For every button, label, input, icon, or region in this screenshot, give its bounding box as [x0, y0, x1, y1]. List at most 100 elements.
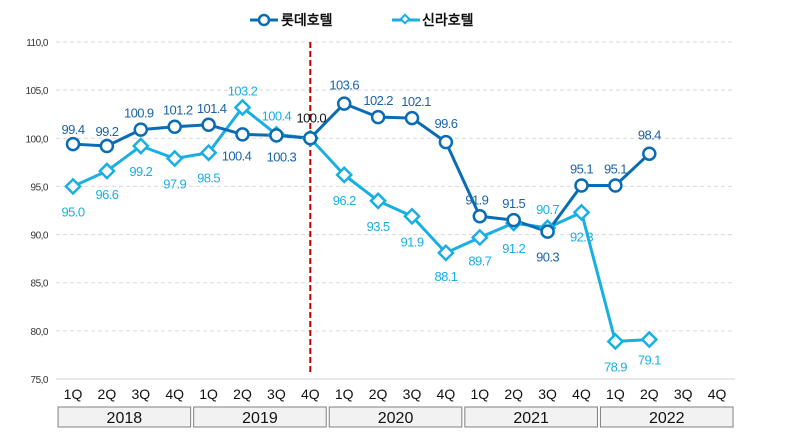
data-point-lotte[interactable]: [336, 96, 352, 111]
data-label-shilla: 89.7: [468, 253, 491, 268]
data-label-shilla: 95.0: [62, 204, 85, 219]
data-point-lotte[interactable]: [235, 127, 250, 142]
x-tick-label: 4Q: [301, 386, 320, 402]
x-tick-label: 4Q: [437, 386, 456, 402]
data-label-lotte: 95.1: [604, 161, 627, 176]
data-point-lotte[interactable]: [201, 117, 216, 133]
data-label-lotte: 101.2: [163, 103, 193, 118]
data-point-lotte[interactable]: [540, 224, 555, 239]
x-tick-label: 2Q: [640, 386, 659, 402]
x-tick-label: 1Q: [64, 386, 83, 402]
data-label-lotte: 95.1: [570, 161, 593, 176]
data-point-lotte[interactable]: [370, 109, 386, 125]
y-tick-label: 85,0: [31, 279, 49, 290]
data-point-lotte[interactable]: [65, 136, 81, 152]
year-label: 2019: [242, 410, 278, 427]
data-point-lotte[interactable]: [269, 128, 284, 143]
y-tick-label: 95,0: [31, 182, 49, 193]
data-label-lotte: 100.3: [267, 149, 297, 164]
x-axis: 1Q 2Q 3Q 4Q 1Q 2Q 3Q 4Q 1Q 2Q 3Q 4Q 1Q 2Q 3Q 4Q 1Q 2Q 3Q 4Q…: [57, 386, 734, 428]
series-markers: [64, 96, 659, 351]
data-label-shilla: 96.6: [95, 187, 118, 202]
y-tick-label: 75,0: [31, 375, 49, 386]
data-label-shilla: 79.1: [638, 353, 661, 368]
data-point-lotte[interactable]: [167, 119, 182, 134]
x-tick-label: 3Q: [267, 386, 286, 402]
x-tick-label: 2Q: [369, 386, 388, 402]
y-tick-label: 80,0: [31, 327, 49, 338]
y-tick-label: 90,0: [31, 231, 49, 242]
x-tick-label: 4Q: [165, 386, 184, 402]
data-label-lotte: 102.2: [363, 93, 393, 108]
data-point-lotte[interactable]: [303, 131, 318, 146]
data-point-shilla[interactable]: [572, 203, 591, 222]
data-point-shilla[interactable]: [335, 166, 354, 184]
series-line-lotte: [72, 102, 651, 234]
legend-item-lotte[interactable]: 롯데호텔: [250, 12, 333, 28]
data-label-shilla: 100.4: [262, 108, 292, 123]
data-point-lotte[interactable]: [133, 122, 149, 137]
x-tick-label: 3Q: [674, 386, 693, 402]
data-label-lotte: 99.2: [95, 124, 118, 139]
year-box: [464, 406, 598, 428]
data-label-lotte: 100.4: [222, 148, 252, 163]
legend-label-lotte: 롯데호텔: [281, 12, 333, 28]
data-label-shilla: 103.2: [228, 83, 258, 98]
x-tick-label: 3Q: [131, 386, 150, 402]
data-point-shilla[interactable]: [403, 207, 421, 226]
data-label-shilla: 91.9: [401, 234, 424, 249]
data-label-lotte: 99.6: [434, 116, 457, 131]
data-point-lotte[interactable]: [404, 110, 420, 126]
year-box: [193, 406, 327, 428]
data-point-lotte[interactable]: [506, 212, 521, 228]
y-tick-label: 100,0: [25, 134, 48, 145]
x-tick-label: 3Q: [403, 386, 422, 402]
data-label-lotte: 91.5: [502, 196, 525, 211]
series-line-shilla: [72, 105, 650, 343]
x-tick-label: 1Q: [199, 386, 218, 402]
data-label-shilla: 78.9: [604, 359, 627, 374]
x-tick-label: 4Q: [708, 386, 727, 402]
data-point-shilla[interactable]: [131, 137, 150, 155]
year-box: [328, 406, 463, 428]
legend-item-shilla[interactable]: 신라호텔: [392, 12, 474, 28]
data-point-shilla[interactable]: [233, 98, 252, 117]
data-label-lotte: 102.1: [401, 94, 431, 109]
data-point-shilla[interactable]: [199, 143, 218, 162]
data-point-lotte[interactable]: [99, 138, 115, 154]
legend-label-shilla: 신라호텔: [422, 12, 474, 28]
data-point-shilla[interactable]: [640, 330, 659, 349]
data-point-shilla[interactable]: [165, 149, 184, 168]
data-label-lotte: 90.3: [536, 250, 559, 265]
data-point-shilla[interactable]: [64, 177, 82, 196]
data-label-shilla: 98.5: [197, 171, 220, 186]
data-point-lotte[interactable]: [608, 178, 623, 193]
data-label-shared: 100.0: [297, 110, 327, 125]
data-point-lotte[interactable]: [574, 178, 589, 193]
data-point-shilla[interactable]: [606, 332, 625, 351]
data-label-lotte: 98.4: [638, 128, 661, 143]
data-label-shilla: 88.1: [434, 269, 457, 284]
data-point-lotte[interactable]: [642, 146, 657, 161]
data-label-lotte: 99.4: [62, 122, 85, 137]
data-point-lotte[interactable]: [438, 134, 454, 150]
circle-marker-icon: [257, 13, 271, 27]
data-label-shilla: 96.2: [333, 193, 356, 208]
series-lines: [72, 102, 651, 343]
year-box: [599, 406, 734, 428]
year-label: 2022: [649, 410, 685, 427]
y-tick-label: 110,0: [26, 38, 49, 49]
x-tick-label: 2Q: [98, 386, 117, 402]
data-point-shilla[interactable]: [98, 162, 116, 180]
gridlines: [56, 41, 735, 380]
data-label-lotte: 103.6: [329, 78, 359, 93]
data-point-lotte[interactable]: [472, 209, 488, 224]
data-point-shilla[interactable]: [369, 192, 387, 210]
data-point-shilla[interactable]: [470, 228, 489, 247]
data-point-shilla[interactable]: [437, 244, 455, 262]
x-tick-label: 3Q: [538, 386, 557, 402]
x-tick-label: 2Q: [233, 386, 252, 402]
data-label-shilla: 90.7: [536, 202, 559, 217]
data-label-lotte: 101.4: [197, 101, 227, 116]
